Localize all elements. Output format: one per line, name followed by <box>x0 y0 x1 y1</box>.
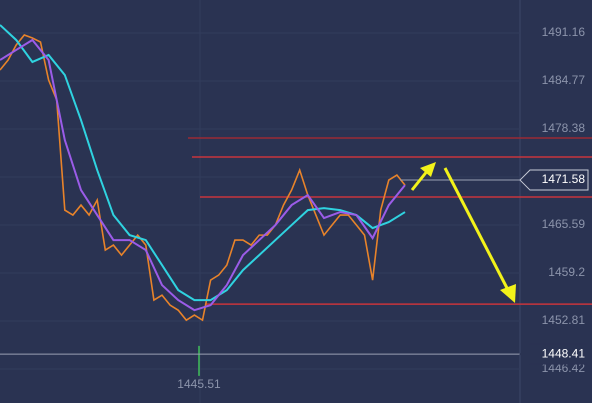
price-tag-label: 1471.58 <box>542 172 586 186</box>
y-tick-label: 1446.42 <box>542 361 586 375</box>
y-tick-label: 1452.81 <box>542 313 586 327</box>
arrow-up <box>410 169 430 191</box>
y-tick-label: 1459.2 <box>548 265 585 279</box>
price-tag <box>519 343 589 365</box>
series-line <box>0 34 406 322</box>
arrow-head <box>420 162 436 177</box>
arrow-down <box>443 167 510 291</box>
arrow-head <box>500 284 516 303</box>
y-tick-label: 1465.59 <box>542 217 586 231</box>
price-tag <box>519 169 589 191</box>
y-tick-label: 1491.16 <box>542 25 586 39</box>
y-tick-label: 1478.38 <box>542 121 586 135</box>
series-line <box>0 24 406 302</box>
y-tick-label: 1484.77 <box>542 73 586 87</box>
annotation-arrows <box>410 162 516 303</box>
price-tag-label: 1448.41 <box>542 346 586 360</box>
low-label: 1445.51 <box>177 377 221 391</box>
series-line <box>0 38 406 312</box>
